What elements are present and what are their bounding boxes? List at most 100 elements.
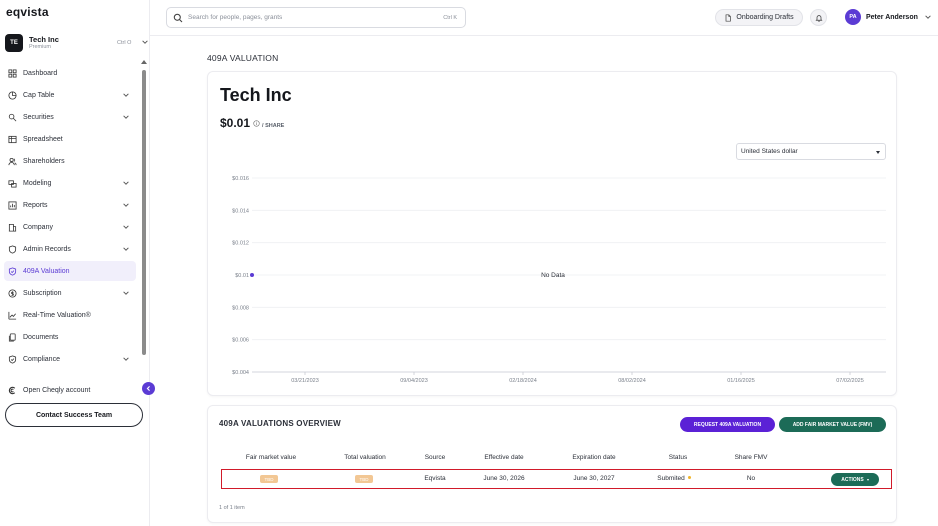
data-point	[250, 273, 254, 277]
column-header-effective-date[interactable]: Effective date	[484, 454, 524, 461]
search-input[interactable]	[188, 14, 428, 21]
spreadsheet-icon	[8, 135, 17, 144]
status-text: Submited	[657, 475, 685, 482]
sidebar-item-dashboard[interactable]: Dashboard	[4, 63, 136, 83]
effective-date-cell: June 30, 2026	[483, 475, 525, 482]
scroll-up-arrow[interactable]	[141, 60, 147, 64]
y-tick-label: $0.01	[235, 273, 249, 279]
cheqly-icon	[8, 386, 17, 395]
sidebar-item-company[interactable]: Company	[4, 217, 136, 237]
sidebar-item-label: Real-Time Valuation®	[23, 311, 91, 319]
chevron-down-icon	[925, 15, 931, 19]
valuation-chart-card: Tech Inc $0.01 / SHARE United States dol…	[207, 71, 897, 396]
company-icon	[8, 223, 17, 232]
chevron-down-icon	[123, 93, 129, 97]
x-tick-label: 08/02/2024	[618, 378, 646, 384]
x-tick-label: 01/16/2025	[727, 378, 755, 384]
sidebar-item-label: Subscription	[23, 289, 62, 297]
x-tick-label: 03/21/2023	[291, 378, 319, 384]
overview-title: 409A VALUATIONS OVERVIEW	[219, 419, 341, 428]
company-plan: Premium	[29, 44, 52, 51]
company-avatar: TE	[5, 34, 23, 52]
app-logo[interactable]: eqvista	[6, 5, 49, 19]
expiration-date-cell: June 30, 2027	[573, 475, 615, 482]
y-tick-label: $0.004	[232, 370, 249, 376]
column-header-status[interactable]: Status	[668, 454, 688, 461]
top-bar: Ctrl K Onboarding Drafts PA Peter Anders…	[150, 0, 938, 36]
company-name: Tech Inc	[29, 34, 59, 44]
column-header-fair-market-value[interactable]: Fair market value	[245, 454, 297, 461]
sidebar-item-modeling[interactable]: Modeling	[4, 173, 136, 193]
sidebar-item-label: Company	[23, 223, 53, 231]
sidebar-item-compliance[interactable]: Compliance	[4, 349, 136, 369]
sidebar-item-documents[interactable]: Documents	[4, 327, 136, 347]
sidebar-scrollbar[interactable]	[142, 70, 146, 355]
users-icon	[8, 157, 17, 166]
column-header-total-valuation[interactable]: Total valuation	[344, 454, 386, 461]
x-tick-label: 09/04/2023	[400, 378, 428, 384]
price-per-share: $0.01 / SHARE	[220, 116, 284, 130]
actions-dropdown-button[interactable]: ACTIONS	[831, 473, 879, 486]
chevron-down-icon	[123, 247, 129, 251]
sidebar-item-shareholders[interactable]: Shareholders	[4, 151, 136, 171]
column-header-expiration-date[interactable]: Expiration date	[572, 454, 616, 461]
sidebar-item-label: Admin Records	[23, 245, 71, 253]
y-tick-label: $0.012	[232, 241, 249, 247]
open-cheqly-link[interactable]: Open Cheqly account	[8, 386, 90, 395]
y-tick-label: $0.008	[232, 305, 249, 311]
company-switcher[interactable]: TE Tech Inc Premium Ctrl O	[5, 32, 148, 54]
onboarding-drafts-button[interactable]: Onboarding Drafts	[715, 9, 803, 26]
sidebar: eqvista TE Tech Inc Premium Ctrl O Dashb…	[0, 0, 155, 526]
request-409a-valuation-button[interactable]: REQUEST 409A VALUATION	[680, 417, 775, 432]
no-data-label: No Data	[541, 272, 565, 279]
onboarding-drafts-label: Onboarding Drafts	[736, 14, 794, 21]
column-header-share-fmv[interactable]: Share FMV	[734, 454, 768, 461]
sidebar-item-subscription[interactable]: Subscription	[4, 283, 136, 303]
company-shortcut: Ctrl O	[117, 40, 132, 46]
chevron-down-icon	[123, 115, 129, 119]
sidebar-item-spreadsheet[interactable]: Spreadsheet	[4, 129, 136, 149]
column-header-source[interactable]: Source	[424, 454, 446, 461]
sidebar-item-label: Cap Table	[23, 91, 55, 99]
sidebar-item-label: 409A Valuation	[23, 267, 70, 275]
sidebar-item-real-time-valuation[interactable]: Real-Time Valuation®	[4, 305, 136, 325]
chevron-left-icon	[146, 386, 150, 391]
search-box[interactable]: Ctrl K	[166, 7, 466, 28]
contact-success-team-button[interactable]: Contact Success Team	[5, 403, 143, 427]
chevron-down-icon	[123, 291, 129, 295]
pagination-info: 1 of 1 item	[219, 505, 245, 511]
share-fmv-cell: No	[746, 475, 756, 482]
search-icon	[173, 13, 183, 22]
user-menu[interactable]: PA Peter Anderson	[845, 9, 932, 25]
notifications-button[interactable]	[810, 9, 827, 26]
price-value: $0.01	[220, 116, 251, 130]
sidebar-item-admin-records[interactable]: Admin Records	[4, 239, 136, 259]
sidebar-item-label: Modeling	[23, 179, 52, 187]
collapse-sidebar-button[interactable]	[142, 382, 155, 395]
trend-icon	[8, 311, 17, 320]
chevron-down-icon	[123, 225, 129, 229]
x-tick-label: 07/02/2025	[836, 378, 864, 384]
modeling-icon	[8, 179, 17, 188]
bell-icon	[814, 14, 823, 22]
sidebar-item-409a-valuation[interactable]: 409A Valuation	[4, 261, 136, 281]
document-icon	[726, 13, 732, 22]
sidebar-item-reports[interactable]: Reports	[4, 195, 136, 215]
sidebar-item-label: Compliance	[23, 355, 60, 363]
info-icon[interactable]	[253, 120, 260, 127]
grid-icon	[8, 68, 17, 78]
shield-icon	[8, 244, 17, 254]
page-heading: 409A VALUATION	[207, 53, 279, 63]
currency-select[interactable]: United States dollar	[736, 143, 886, 160]
valuations-overview-card: 409A VALUATIONS OVERVIEW REQUEST 409A VA…	[207, 405, 897, 523]
sidebar-item-label: Documents	[23, 333, 59, 341]
sidebar-item-securities[interactable]: Securities	[4, 107, 136, 127]
search-shortcut: Ctrl K	[443, 15, 457, 21]
add-fmv-button[interactable]: ADD FAIR MARKET VALUE (FMV)	[779, 417, 886, 432]
chevron-down-icon	[123, 357, 129, 361]
user-avatar: PA	[845, 9, 861, 25]
sidebar-item-cap-table[interactable]: Cap Table	[4, 85, 136, 105]
table-row[interactable]	[221, 469, 892, 489]
fair-market-value-badge: TBD	[260, 475, 278, 483]
company-title: Tech Inc	[220, 85, 292, 105]
